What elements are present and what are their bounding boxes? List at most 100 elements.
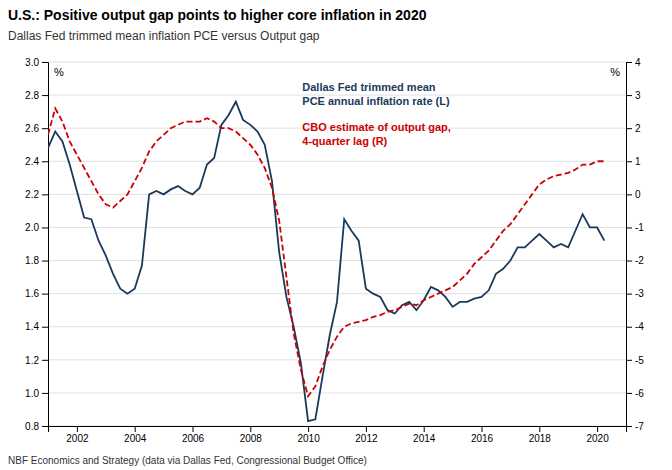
plot: 2002200420062008201020122014201620182020… [25,57,644,444]
tick: -7 [626,421,644,432]
tick-mark [626,360,632,361]
tick-mark [626,194,632,195]
series-label: CBO estimate of output gap, 4-quarter lag… [302,121,451,147]
tick: 2004 [124,426,147,444]
tick-mark [135,426,136,432]
tick: 2008 [240,426,263,444]
tick-mark [193,426,194,432]
tick-mark [626,95,632,96]
tick-label: 3.0 [25,57,39,68]
tick: 1.8 [25,255,48,266]
tick-label: 2012 [355,433,378,444]
tick-label: 1.4 [25,321,39,332]
tick: 1.2 [25,355,48,366]
tick-mark [250,426,251,432]
tick-mark [42,426,48,427]
tick-mark [626,327,632,328]
tick: 4 [626,57,641,68]
series-label-line: 4-quarter lag (R) [302,135,387,147]
axis-line [42,63,49,427]
tick-mark [626,426,632,427]
tick: 2020 [586,426,609,444]
tick-mark [42,393,48,394]
tick-label: 2016 [471,433,494,444]
y2-axis-label: % [610,66,620,78]
tick-label: 4 [635,57,641,68]
tick: 2 [626,123,641,134]
tick-mark [42,161,48,162]
tick: 0 [626,189,641,200]
grid-line [48,194,626,195]
grid-line [48,161,626,162]
tick-label: 2010 [297,433,320,444]
tick-mark [626,261,632,262]
tick-mark [42,128,48,129]
tick-mark [626,227,632,228]
tick-label: 2020 [586,433,609,444]
grid-line [48,62,626,63]
series-label-line: Dallas Fed trimmed mean [302,81,436,93]
grid-line [48,359,626,360]
tick-mark [42,62,48,63]
tick: -1 [626,222,644,233]
series-label-line: CBO estimate of output gap, [302,121,451,133]
tick-label: 2004 [124,433,147,444]
y2-axis: -7 -6 -5 -4 -3 -2 -1 0 1 2 3 4 [626,57,644,432]
tick-label: 2.4 [25,156,39,167]
tick-label: -2 [635,255,644,266]
grid-line [48,392,626,393]
tick: 2.2 [25,189,48,200]
tick: 2006 [182,426,205,444]
tick: 1 [626,156,641,167]
tick-mark [626,128,632,129]
tick-mark [482,426,483,432]
tick-mark [424,426,425,432]
tick: 2002 [66,426,89,444]
tick: 2.4 [25,156,48,167]
footnote: NBF Economics and Strategy (data via Dal… [8,455,367,466]
tick: 2.6 [25,123,48,134]
tick: -3 [626,288,644,299]
tick: 2.0 [25,222,48,233]
grid-line [48,227,626,228]
chart: U.S.: Positive output gap points to high… [0,0,672,470]
tick-mark [626,393,632,394]
series-label: Dallas Fed trimmed mean PCE annual inflat… [302,81,450,107]
tick-mark [42,194,48,195]
y-axis: 0.81.01.21.41.61.82.02.22.42.62.83.0 [25,57,48,432]
tick: 0.8 [25,421,48,432]
tick-label: 2.0 [25,222,39,233]
tick-mark [42,327,48,328]
tick-mark [366,426,367,432]
tick: 1.4 [25,321,48,332]
subtitle: Dallas Fed trimmed mean inflation PCE ve… [8,29,320,43]
series-label-line: PCE annual inflation rate (L) [302,95,450,107]
tick-mark [597,426,598,432]
title: U.S.: Positive output gap points to high… [8,7,427,23]
tick: 2018 [529,426,552,444]
grid [48,62,626,426]
tick-mark [42,227,48,228]
tick-label: 2002 [66,433,89,444]
tick-mark [626,161,632,162]
tick-mark [308,426,309,432]
tick-mark [42,360,48,361]
tick-mark [626,62,632,63]
tick-label: 2.6 [25,123,39,134]
tick: -4 [626,321,644,332]
tick-label: -6 [635,388,644,399]
tick: 3 [626,90,641,101]
tick-label: -5 [635,355,644,366]
tick: -2 [626,255,644,266]
tick-label: 0.8 [25,421,39,432]
tick-label: 0 [635,189,641,200]
x-axis: 2002 2004 2006 2008 2010 2012 2014 2016 2018 2020 [49,426,627,444]
tick-label: 3 [635,90,641,101]
tick-label: -4 [635,321,644,332]
tick-label: 2006 [182,433,205,444]
series-group [48,102,604,421]
axis-line [627,63,633,427]
tick-label: -3 [635,288,644,299]
tick-label: 2014 [413,433,436,444]
tick: 2.8 [25,90,48,101]
